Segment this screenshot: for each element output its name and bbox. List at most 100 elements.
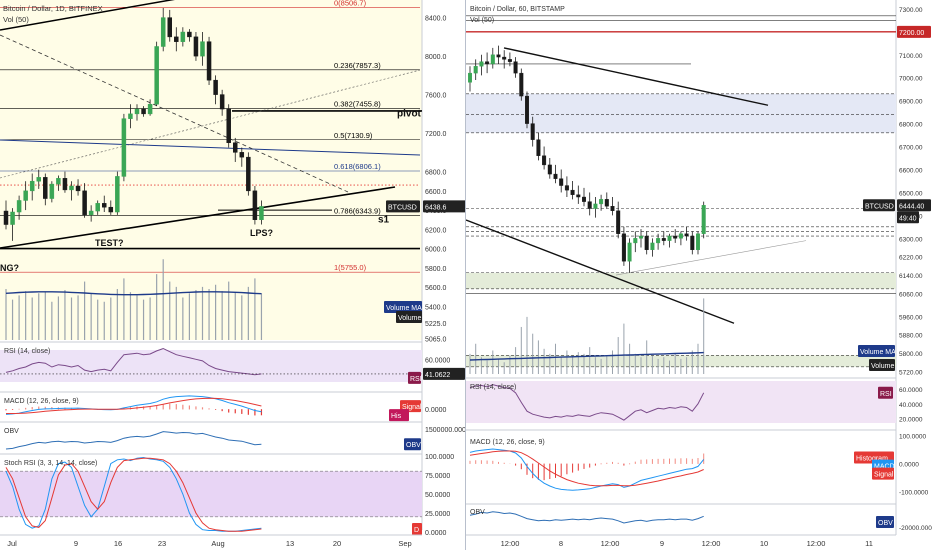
left-macd-hist-bar bbox=[18, 408, 20, 410]
left-candle-body bbox=[88, 210, 94, 216]
right-macd-hist-bar bbox=[617, 462, 619, 464]
left-chart-panel[interactable]: 8400.08000.07600.07200.06800.06600.06400… bbox=[0, 0, 466, 550]
right-chart-svg[interactable]: 7300.00 7200.00 7100.00 7000.00 6900.00 6800.… bbox=[466, 0, 932, 550]
left-vol-label: Vol (50) bbox=[3, 15, 29, 24]
right-candle-body bbox=[633, 238, 638, 244]
left-volume-bar bbox=[208, 289, 210, 340]
right-chart-panel[interactable]: 7300.00 7200.00 7100.00 7000.00 6900.00 6800.… bbox=[466, 0, 932, 550]
right-candle-body bbox=[570, 189, 575, 195]
left-rsi-value-bg bbox=[423, 367, 465, 380]
right-obv-tag: OBV bbox=[878, 520, 893, 527]
right-macd-tick: 100.0000 bbox=[899, 434, 926, 441]
left-candle-body bbox=[187, 31, 192, 38]
right-macd-hist-bar bbox=[657, 458, 659, 464]
right-macd-signal-tag-bg bbox=[872, 467, 894, 480]
right-symbol-tag-bg bbox=[863, 199, 895, 212]
left-last-price-bg bbox=[423, 200, 466, 213]
left-price-tick: 8400.0 bbox=[425, 16, 447, 23]
left-volume-bar bbox=[97, 299, 99, 340]
right-rsi-band bbox=[466, 381, 896, 423]
left-macd-hist-bar bbox=[241, 409, 243, 414]
left-rsi-line bbox=[5, 348, 262, 376]
right-macd-hist-bar bbox=[640, 459, 642, 464]
left-stoch-d-line bbox=[5, 457, 262, 532]
left-volume-bar bbox=[195, 290, 197, 340]
right-macd-hist-bar bbox=[680, 458, 682, 464]
left-macd-hist-bar bbox=[38, 406, 40, 410]
left-candle-body bbox=[160, 17, 166, 47]
left-volume-tag-bg bbox=[396, 311, 422, 323]
right-macd-tick: -100.0000 bbox=[899, 490, 929, 497]
right-price-tick: 7300.00 bbox=[899, 7, 923, 14]
right-candle-body bbox=[616, 210, 621, 234]
left-volume-bar bbox=[149, 297, 151, 340]
left-candle-body bbox=[95, 203, 100, 212]
left-candle-body bbox=[62, 178, 68, 191]
left-volume-bar bbox=[247, 286, 249, 340]
right-volume-bar bbox=[509, 355, 511, 374]
left-volume-bar bbox=[142, 299, 145, 340]
right-x-tick: 10 bbox=[760, 539, 768, 548]
left-volume-bar bbox=[18, 295, 20, 340]
left-fib-label: 0.5(7130.9) bbox=[334, 131, 373, 140]
left-macd-hist-bar bbox=[201, 407, 204, 410]
right-lower-trendline bbox=[466, 219, 735, 324]
left-volume-bar bbox=[129, 292, 132, 340]
right-volume-bar bbox=[657, 358, 659, 374]
left-volume-bar bbox=[25, 291, 27, 340]
right-price-tick: 5880.00 bbox=[899, 333, 923, 340]
right-price-tick: 7100.00 bbox=[899, 53, 923, 60]
left-x-tick: Aug bbox=[211, 539, 224, 548]
left-candle-body bbox=[200, 41, 205, 57]
left-axis-bg bbox=[422, 0, 466, 550]
left-price-tick: 8000.0 bbox=[425, 54, 447, 61]
left-volume-bar bbox=[221, 291, 223, 340]
left-obv-tick: 1500000.0000 bbox=[425, 427, 466, 434]
right-obv-tag-bg bbox=[876, 516, 894, 528]
left-candle-body bbox=[3, 210, 9, 225]
right-price-tick: 6140.00 bbox=[899, 273, 923, 280]
left-macd-signal-line bbox=[6, 397, 262, 414]
left-fib-label: 1(5755.0) bbox=[334, 263, 367, 272]
right-countdown: 49:40 bbox=[899, 215, 917, 222]
left-volume-bar bbox=[64, 290, 66, 340]
left-candle-body bbox=[134, 108, 140, 115]
left-price-tick: 5600.0 bbox=[425, 285, 447, 292]
left-chart-title: Bitcoin / Dollar, 1D, BITFINEX bbox=[3, 4, 103, 13]
panel-divider[interactable] bbox=[465, 0, 466, 550]
right-volume-bar bbox=[577, 352, 579, 374]
right-volume-bar bbox=[691, 350, 693, 374]
left-volume-bar bbox=[260, 293, 263, 340]
left-candle-body bbox=[69, 185, 74, 191]
left-chart-svg[interactable]: 8400.08000.07600.07200.06800.06600.06400… bbox=[0, 0, 466, 550]
left-upper-trendline bbox=[0, 0, 175, 31]
left-volume-bar bbox=[182, 297, 184, 340]
left-obv-label: OBV bbox=[4, 428, 19, 435]
right-volume-bar bbox=[612, 350, 613, 374]
left-stoch-tick: 25.0000 bbox=[425, 511, 450, 518]
right-x-tick: 8 bbox=[559, 539, 563, 548]
right-candle-body bbox=[473, 66, 478, 74]
left-candle-body bbox=[29, 180, 35, 192]
right-price-tick: 6060.00 bbox=[899, 291, 923, 298]
right-x-tick: 12:00 bbox=[601, 539, 620, 548]
right-volume-bar bbox=[634, 353, 636, 374]
right-symbol-tag: BTCUSD bbox=[865, 203, 894, 210]
right-candle-body bbox=[553, 173, 558, 179]
left-volume-bar bbox=[51, 301, 53, 340]
right-macd-label: MACD (12, 26, close, 9) bbox=[470, 439, 545, 446]
right-candle-body bbox=[678, 233, 683, 239]
left-candle-body bbox=[108, 206, 114, 213]
left-symbol-tag-bg bbox=[386, 200, 420, 213]
left-volume-bar bbox=[84, 281, 86, 340]
right-candle-body bbox=[673, 235, 678, 239]
right-macd-hist-bar bbox=[646, 459, 648, 464]
right-macd-hist-bar bbox=[543, 463, 545, 481]
left-macd-hist-bar bbox=[77, 407, 79, 410]
left-fib-label: 0.786(6343.9) bbox=[334, 206, 381, 215]
left-macd-hist-bar bbox=[228, 409, 230, 413]
left-volume-ma bbox=[5, 291, 262, 296]
left-volume-bar bbox=[5, 289, 7, 340]
right-candle-body bbox=[530, 123, 535, 140]
right-candle-body bbox=[542, 155, 547, 166]
